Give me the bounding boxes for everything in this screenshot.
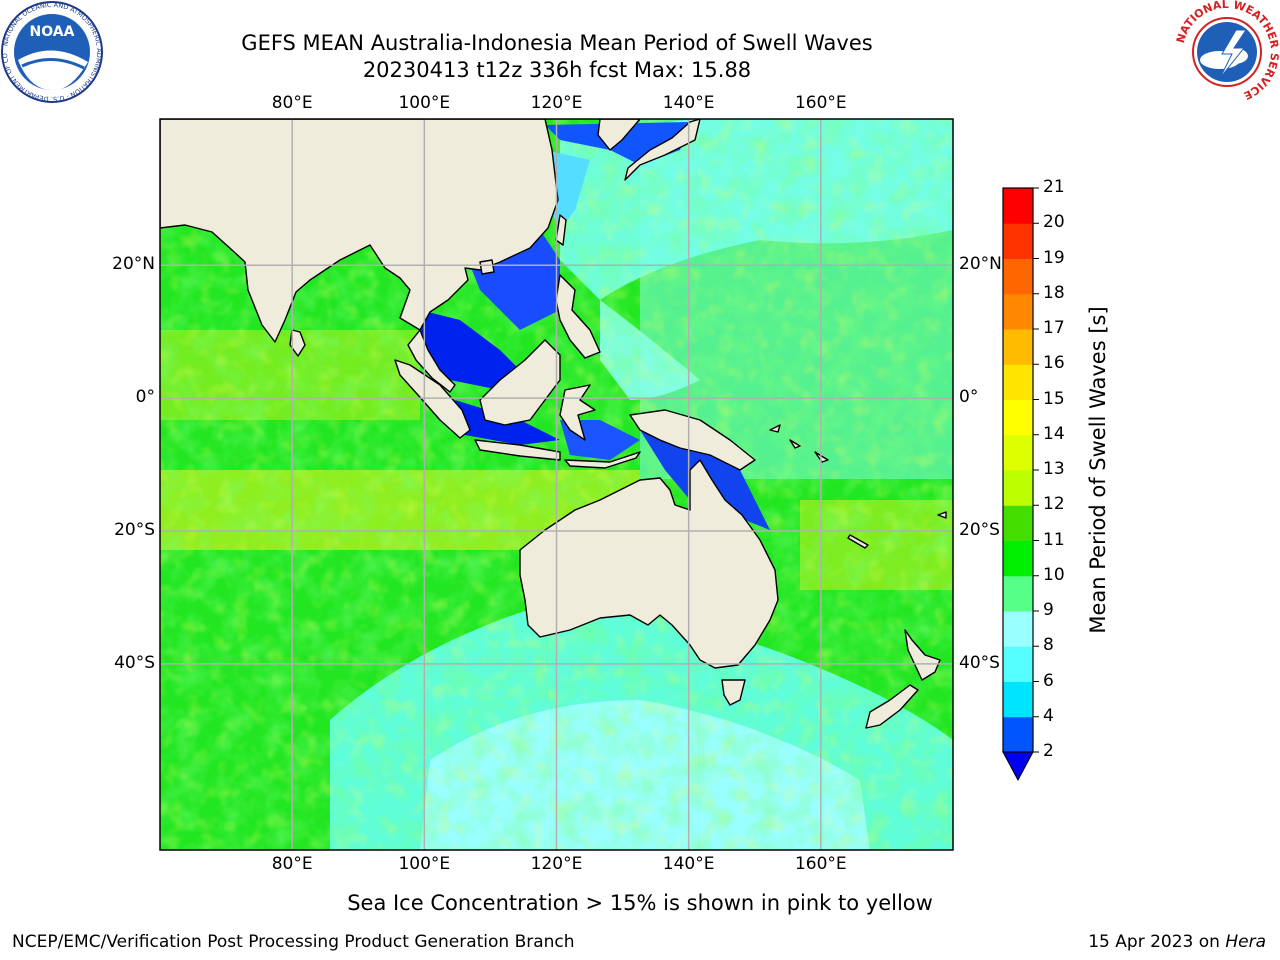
lat-tick-label: 20°N <box>959 254 1002 275</box>
map-frame <box>159 118 954 851</box>
lon-tick-label: 120°E <box>530 93 583 113</box>
lon-tick-label: 80°E <box>271 854 313 874</box>
tasmania <box>721 679 746 706</box>
lon-tick-label: 140°E <box>662 854 715 874</box>
colorbar-tick-label: 12 <box>1043 494 1065 515</box>
new-zealand-north <box>904 629 941 681</box>
lon-tick-label: 120°E <box>530 854 583 874</box>
lesser-sunda <box>564 451 641 469</box>
footer-date: 15 Apr 2023 on Hera <box>1088 932 1266 952</box>
lon-tick-label: 160°E <box>794 854 847 874</box>
landmasses <box>160 119 947 729</box>
colorbar-tick-label: 8 <box>1043 635 1054 656</box>
asia-mainland <box>160 119 559 343</box>
colorbar-tick-label: 6 <box>1043 670 1054 691</box>
colorbar-tick-label: 21 <box>1043 177 1065 197</box>
lat-tick-label: 0° <box>959 387 979 408</box>
korea <box>597 119 641 151</box>
lat-tick-label: 40°S <box>114 652 155 673</box>
chart-title: GEFS MEAN Australia-Indonesia Mean Perio… <box>241 31 873 55</box>
colorbar-tick-label: 20 <box>1043 212 1065 233</box>
colorbar-tick-label: 4 <box>1043 705 1054 726</box>
svg-text:NOAA: NOAA <box>30 24 75 40</box>
colorbar-tick-label: 13 <box>1043 459 1065 479</box>
colorbar-tick-label: 15 <box>1043 388 1065 409</box>
footer-branch: NCEP/EMC/Verification Post Processing Pr… <box>12 932 575 952</box>
japan <box>624 119 701 181</box>
new-zealand-south <box>865 684 919 729</box>
lat-tick-label: 20°S <box>959 520 1000 541</box>
nws-logo: NATIONAL WEATHER SERVICE <box>1174 0 1280 102</box>
lon-tick-label: 100°E <box>398 854 451 874</box>
colorbar-tick-label: 11 <box>1043 529 1065 550</box>
colorbar-tick-label: 10 <box>1043 564 1065 585</box>
borneo <box>479 339 561 426</box>
lon-tick-label: 80°E <box>271 93 313 113</box>
lat-tick-label: 20°N <box>112 254 155 275</box>
taiwan <box>555 214 567 246</box>
colorbar-tick-label: 17 <box>1043 318 1065 338</box>
fiji <box>937 511 947 519</box>
lat-tick-label: 40°S <box>959 652 1000 673</box>
lat-tick-label: 20°S <box>114 520 155 541</box>
graticule <box>160 119 953 850</box>
lon-tick-label: 140°E <box>662 93 715 113</box>
colorbar-tick-label: 2 <box>1043 741 1054 761</box>
java <box>474 439 561 461</box>
chart-subtitle: 20230413 t12z 336h fcst Max: 15.88 <box>362 58 752 82</box>
hainan <box>479 259 495 275</box>
colorbar-tick-label: 19 <box>1043 247 1065 268</box>
malay-peninsula <box>407 329 456 393</box>
sri-lanka <box>289 329 306 357</box>
philippines <box>555 274 601 359</box>
lon-tick-label: 160°E <box>794 93 847 113</box>
colorbar-tick-label: 9 <box>1043 600 1054 620</box>
colorbar-tick-label: 14 <box>1043 423 1065 444</box>
lat-tick-label: 0° <box>135 387 155 408</box>
australia <box>519 459 779 669</box>
lon-tick-label: 100°E <box>398 93 451 113</box>
colorbar-tick-label: 16 <box>1043 353 1065 374</box>
colorbar-label: Mean Period of Swell Waves [s] <box>1086 306 1110 634</box>
footer-host: Hera <box>1225 932 1266 952</box>
noaa-logo: NOAA NATIONAL OCEANIC AND ATMOSPHERIC AD… <box>0 0 103 103</box>
new-caledonia <box>847 534 869 549</box>
colorbar-tick-label: 18 <box>1043 282 1065 303</box>
sea-ice-note: Sea Ice Concentration > 15% is shown in … <box>347 891 933 915</box>
footer-date-text: 15 Apr 2023 on <box>1088 932 1226 952</box>
